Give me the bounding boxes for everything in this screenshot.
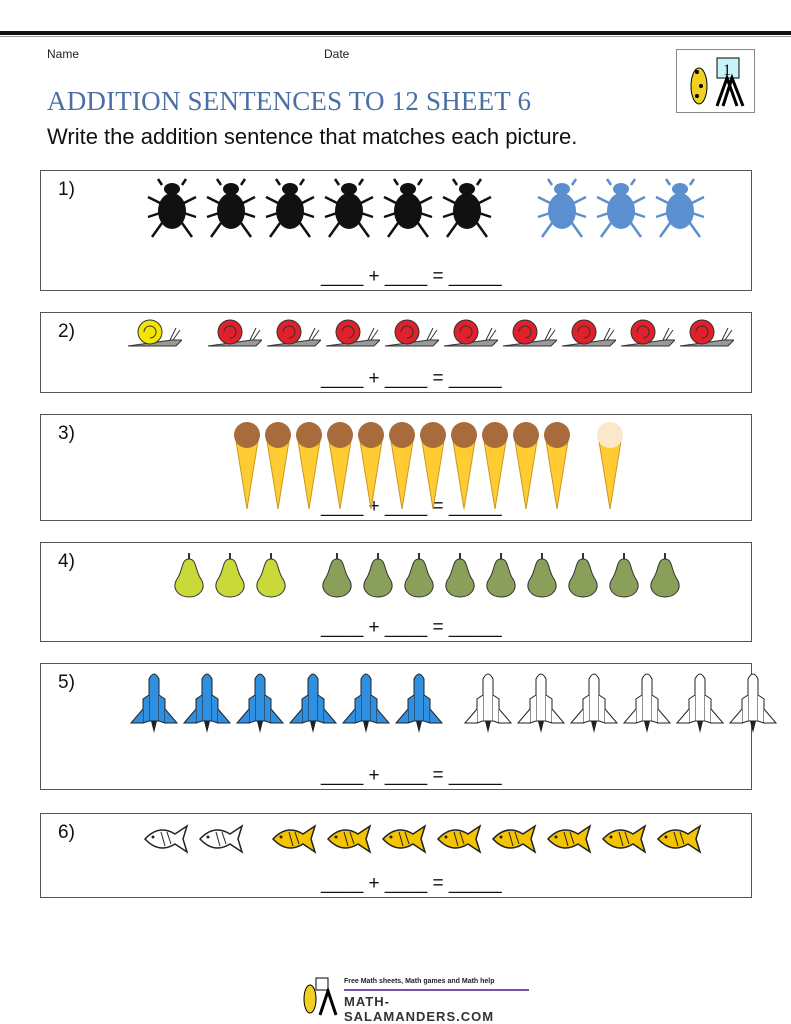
footer-site: MATH-SALAMANDERS.COM [344, 994, 495, 1024]
snail-icon [501, 318, 559, 355]
question-box: 2) ____ + ____ = _____ [40, 312, 752, 393]
footer-tagline: Free Math sheets, Math games and Math he… [344, 978, 495, 985]
question-box: 3) ____ + ____ = _____ [40, 414, 752, 521]
ice-cream-icon [419, 421, 447, 516]
pear-icon [647, 549, 683, 604]
ice-cream-icon [264, 421, 292, 516]
pear-icon [360, 549, 396, 604]
rocket-icon [182, 669, 232, 744]
rocket-icon [728, 669, 778, 744]
fish-icon [544, 822, 594, 861]
pear-icon [319, 549, 355, 604]
question-box: 1) ____ + ____ = _____ [40, 170, 752, 291]
fish-icon [324, 822, 374, 861]
rocket-icon [341, 669, 391, 744]
footer-logo: Free Math sheets, Math games and Math he… [300, 975, 530, 1024]
beetle-icon [323, 177, 375, 246]
question-number: 4) [58, 551, 75, 572]
beetle-icon [264, 177, 316, 246]
answer-sentence[interactable]: ____ + ____ = _____ [321, 873, 502, 894]
question-box: 5) ____ + ____ = _____ [40, 663, 778, 790]
salamander-logo: 1 [676, 49, 755, 113]
rocket-icon [235, 669, 285, 744]
top-rule-thin [0, 36, 791, 37]
rocket-icon [569, 669, 619, 744]
ice-cream-icon [450, 421, 478, 516]
snail-icon [324, 318, 382, 355]
beetle-icon [205, 177, 257, 246]
question-number: 1) [58, 179, 75, 200]
snail-icon [126, 318, 184, 355]
beetle-icon [595, 177, 647, 246]
salamander-icon [303, 977, 338, 1016]
fish-icon [434, 822, 484, 861]
answer-sentence[interactable]: ____ + ____ = _____ [321, 368, 502, 389]
ice-cream-icon [543, 421, 571, 516]
fish-icon [141, 822, 191, 861]
ice-cream-icon [357, 421, 385, 516]
fish-icon [269, 822, 319, 861]
question-box: 4) ____ + ____ = _____ [40, 542, 752, 642]
ice-cream-icon [295, 421, 323, 516]
snail-icon [265, 318, 323, 355]
snail-icon [678, 318, 736, 355]
rocket-icon [288, 669, 338, 744]
pear-icon [442, 549, 478, 604]
ice-cream-icon [388, 421, 416, 516]
instructions: Write the addition sentence that matches… [47, 124, 578, 149]
pear-icon [606, 549, 642, 604]
question-number: 5) [58, 672, 75, 693]
rocket-icon [129, 669, 179, 744]
pear-icon [483, 549, 519, 604]
snail-icon [383, 318, 441, 355]
question-number: 2) [58, 321, 75, 342]
pear-icon [524, 549, 560, 604]
question-number: 3) [58, 423, 75, 444]
rocket-icon [675, 669, 725, 744]
beetle-icon [382, 177, 434, 246]
rocket-icon [394, 669, 444, 744]
rocket-icon [463, 669, 513, 744]
pear-icon [253, 549, 289, 604]
beetle-icon [441, 177, 493, 246]
ice-cream-icon [326, 421, 354, 516]
top-rule [0, 31, 791, 35]
answer-sentence[interactable]: ____ + ____ = _____ [321, 266, 502, 287]
beetle-icon [536, 177, 588, 246]
beetle-icon [146, 177, 198, 246]
answer-sentence[interactable]: ____ + ____ = _____ [321, 496, 502, 517]
beetle-icon [654, 177, 706, 246]
snail-icon [442, 318, 500, 355]
ice-cream-icon [233, 421, 261, 516]
pear-icon [401, 549, 437, 604]
snail-icon [206, 318, 264, 355]
footer-rule [344, 989, 529, 991]
fish-icon [379, 822, 429, 861]
logo-grade: 1 [723, 62, 731, 79]
fish-icon [599, 822, 649, 861]
snail-icon [560, 318, 618, 355]
rocket-icon [622, 669, 672, 744]
ice-cream-icon [481, 421, 509, 516]
pear-icon [171, 549, 207, 604]
fish-icon [654, 822, 704, 861]
page-title: ADDITION SENTENCES TO 12 SHEET 6 [47, 86, 532, 116]
ice-cream-icon [512, 421, 540, 516]
pear-icon [565, 549, 601, 604]
name-label: Name [47, 47, 80, 61]
question-number: 6) [58, 822, 75, 843]
snail-icon [619, 318, 677, 355]
rocket-icon [516, 669, 566, 744]
question-box: 6) ____ + ____ = _____ [40, 813, 752, 898]
ice-cream-icon [596, 421, 624, 516]
pear-icon [212, 549, 248, 604]
fish-icon [489, 822, 539, 861]
fish-icon [196, 822, 246, 861]
answer-sentence[interactable]: ____ + ____ = _____ [321, 765, 502, 786]
date-label: Date [324, 47, 350, 61]
answer-sentence[interactable]: ____ + ____ = _____ [321, 617, 502, 638]
